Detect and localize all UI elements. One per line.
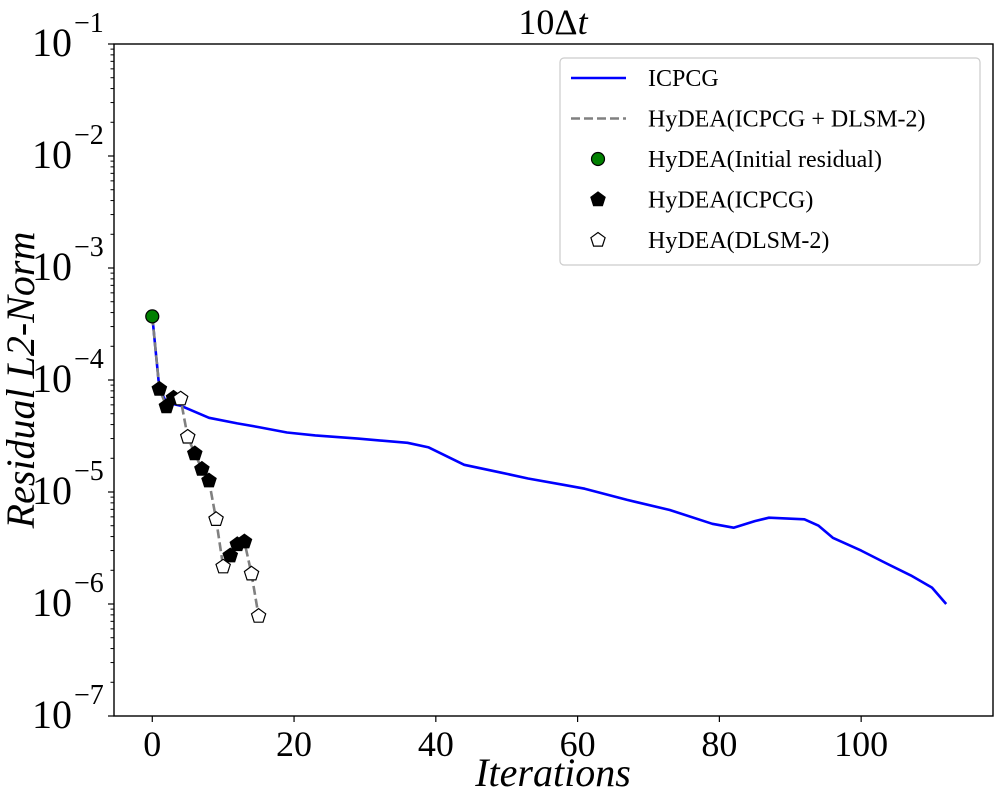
y-tick-label: 10 [32, 468, 72, 513]
y-tick-label-exponent: −2 [74, 120, 104, 151]
legend-item-hydea-initial-residual: HyDEA(Initial residual) [590, 147, 882, 173]
legend: ICPCG HyDEA(ICPCG + DLSM-2) HyDEA(Initial … [559, 57, 981, 266]
x-tick-label: 60 [560, 724, 596, 764]
y-axis-label: Residual L2-Norm [0, 232, 43, 530]
series-hydea-initial-residual-point [145, 309, 160, 324]
legend-marker-swatch [590, 191, 606, 207]
series-hydea-dlsm-2-point [243, 565, 260, 581]
series-hydea-dlsm-2-point [172, 390, 189, 406]
x-tick-label: 20 [276, 724, 312, 764]
y-tick-label-exponent: −6 [74, 568, 104, 599]
plot-area [145, 309, 948, 623]
x-tick-label: 100 [834, 724, 888, 764]
legend-item-hydea-icpcg: HyDEA(ICPCG) [590, 188, 813, 214]
y-tick-label: 10 [32, 580, 72, 625]
legend-label: ICPCG [648, 66, 719, 92]
y-tick-label: 10 [32, 244, 72, 289]
y-tick-label: 10 [32, 356, 72, 401]
legend-label: HyDEA(ICPCG + DLSM-2) [648, 107, 926, 133]
x-tick-label: 0 [143, 724, 161, 764]
x-tick-label: 80 [701, 724, 737, 764]
y-tick-label-exponent: −5 [74, 456, 104, 487]
legend-box [559, 57, 981, 266]
series-hydea-icpcg-point [186, 445, 203, 461]
x-tick-label: 40 [418, 724, 454, 764]
legend-label: HyDEA(ICPCG) [648, 188, 813, 214]
y-tick-label-exponent: −7 [74, 680, 104, 711]
series-icpcg-line [151, 316, 948, 605]
legend-marker-swatch [590, 151, 606, 167]
y-tick-label-exponent: −1 [74, 8, 104, 39]
series-hydea-icpcg-point [194, 460, 210, 476]
y-tick-label-exponent: −3 [74, 232, 104, 263]
legend-label: HyDEA(Initial residual) [648, 147, 882, 173]
y-tick-label: 10 [32, 132, 72, 177]
series-hydea-dlsm-2-point [215, 558, 232, 574]
series-hydea-dlsm-2-point [250, 607, 267, 623]
series-hydea-icpcg-point [236, 533, 253, 549]
series-hydea-icpcg-point [151, 380, 168, 396]
legend-item-icpcg: ICPCG [571, 66, 719, 92]
legend-item-hydea-icpcg-dlsm-2: HyDEA(ICPCG + DLSM-2) [571, 107, 926, 133]
series-hydea-dlsm-2-point [208, 511, 224, 527]
series-hydea-icpcg-point [222, 547, 239, 563]
y-tick-label: 10 [32, 692, 72, 737]
legend-marker-swatch [590, 231, 606, 247]
series-hydea-dlsm-2-point [179, 428, 196, 444]
legend-label: HyDEA(DLSM-2) [648, 228, 829, 254]
x-axis-label: Iterations [474, 750, 631, 795]
y-tick-label-exponent: −4 [74, 344, 104, 375]
y-tick-label: 10 [32, 20, 72, 65]
series-hydea-icpcg-point [201, 472, 217, 488]
chart-title: 10Δt [518, 2, 588, 42]
legend-item-hydea-dlsm-2: HyDEA(DLSM-2) [590, 228, 829, 254]
